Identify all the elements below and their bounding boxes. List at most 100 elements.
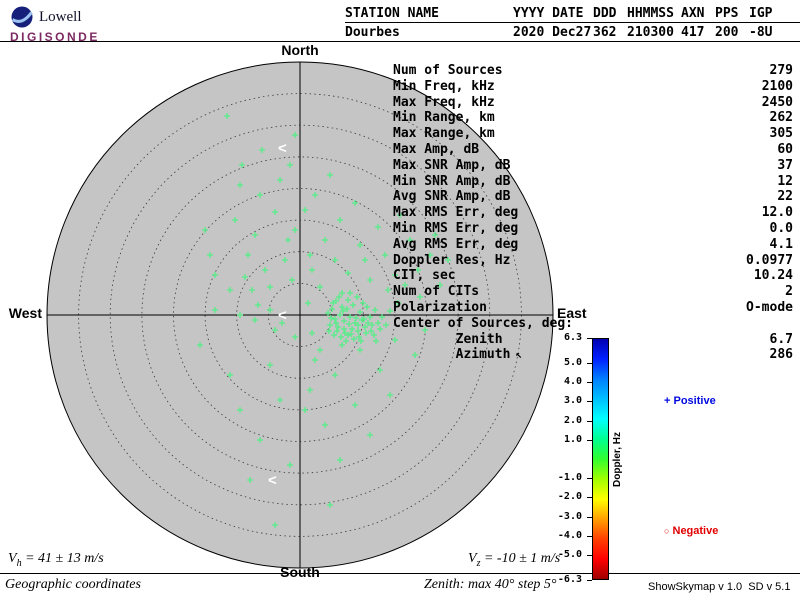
header-col-value: 200 (715, 25, 739, 40)
stat-label: Max RMS Err, deg (393, 205, 519, 221)
circle-icon: ○ (664, 526, 670, 536)
stat-label: CIT, sec (393, 268, 456, 284)
stat-value: 2 (785, 284, 793, 300)
stat-row: Min SNR Amp, dB 12 (393, 174, 793, 190)
header-col-label: AXN (681, 6, 705, 21)
stat-value: 305 (769, 126, 793, 142)
header-col-value: 2020 Dec27 (513, 25, 592, 40)
drift-arrow-icon: < (278, 307, 287, 324)
header-values-row: Dourbes 2020 Dec27 362 210300 417 200 -8… (345, 23, 800, 40)
echo-source-marker-path (197, 113, 451, 528)
header-col-label: PPS (715, 6, 739, 21)
software-version: ShowSkymap v 1.0 SD v 5.1 (648, 581, 791, 593)
logo-name: Lowell (39, 8, 82, 25)
stat-label: Min Range, km (393, 110, 495, 126)
colorbar-tick-label: 6.3 (563, 332, 582, 343)
colorbar-tick-label: 3.0 (563, 395, 582, 407)
colorbar-tick-label: -1.0 (557, 472, 582, 484)
stat-value: 0.0977 (746, 252, 793, 268)
skymap-plot: < < < (46, 61, 554, 569)
stat-value: 10.24 (753, 268, 793, 284)
stat-row: Min Range, km 262 (393, 110, 793, 126)
colorbar-tick-mark (587, 420, 592, 422)
stat-label: Avg SNR Amp, dB (393, 189, 511, 205)
colorbar-tick-mark (587, 439, 592, 441)
label-north: North (281, 42, 319, 58)
footer-divider (0, 573, 800, 574)
colorbar-tick-label: -3.0 (557, 510, 582, 522)
legend-negative: ○ Negative (664, 525, 718, 537)
colorbar-tick-label: 2.0 (563, 414, 582, 426)
legend-negative-label: Negative (672, 525, 719, 537)
stat-row: Max RMS Err, deg 12.0 (393, 205, 793, 221)
stat-row: CIT, sec 10.24 (393, 268, 793, 284)
header-col-value: -8U (749, 25, 773, 40)
stat-label: Polarization (393, 299, 487, 315)
stat-row: Max SNR Amp, dB 37 (393, 158, 793, 174)
stats-panel: Num of Sources 279 Min Freq, kHz 2100 Max Fr… (393, 63, 793, 363)
stat-label: Min RMS Err, deg (393, 220, 519, 236)
stat-value: 2450 (761, 94, 793, 110)
stat-value: 262 (769, 110, 793, 126)
header-col-value: 362 (593, 25, 617, 40)
stat-label: Azimuth ↖ (393, 347, 523, 363)
colorbar-tick-label: -5.0 (557, 549, 582, 561)
stat-value: 37 (777, 157, 793, 173)
colorbar-tick-mark (587, 382, 592, 384)
header-col-label: DDD (593, 6, 617, 21)
stat-row: Avg RMS Err, deg 4.1 (393, 237, 793, 253)
colorbar-tick-mark (587, 535, 592, 537)
stat-label: Avg RMS Err, deg (393, 236, 519, 252)
logo-product: DIGISONDE (10, 30, 100, 44)
vertical-velocity: Vz = -10 ± 1 m/s (468, 551, 561, 569)
stat-row: Num of Sources 279 (393, 63, 793, 79)
stat-row: Zenith 6.7 (393, 332, 793, 348)
colorbar-tick-label: -6.3 (557, 574, 582, 585)
drift-arrow-icon: < (278, 140, 287, 157)
stat-label: Num of CITs (393, 284, 480, 300)
stat-row: Doppler Res, Hz 0.0977 (393, 253, 793, 269)
stat-row: Max Range, km 305 (393, 126, 793, 142)
stat-value: 12 (777, 173, 793, 189)
colorbar-tick-mark (587, 478, 592, 480)
header-station-label: STATION NAME (345, 6, 439, 21)
stat-value: 4.1 (769, 236, 793, 252)
stat-row: Max Amp, dB 60 (393, 142, 793, 158)
colorbar-tick-mark (587, 338, 592, 339)
header-col-label: HHMMSS (627, 6, 674, 21)
colorbar-tick-label: -4.0 (557, 529, 582, 541)
header: STATION NAME YYYY DATE DDD HHMMSS AXN PP… (345, 6, 800, 40)
stat-row: Polarization O-mode (393, 300, 793, 316)
header-col-label: YYYY DATE (513, 6, 584, 21)
stat-value: 0.0 (769, 220, 793, 236)
stat-label: Min Freq, kHz (393, 78, 495, 94)
colorbar-tick-mark (587, 401, 592, 403)
stat-label: Max SNR Amp, dB (393, 157, 511, 173)
colorbar-tick-mark (587, 580, 592, 581)
stat-value: 286 (769, 347, 793, 363)
colorbar-title: Doppler, Hz (612, 431, 623, 487)
zenith-settings-label: Zenith: max 40° step 5° (424, 577, 557, 592)
plus-icon: + (664, 395, 671, 407)
colorbar-ticks: 6.3 5.0 4.0 3.0 2.0 1.0 -1.0 -2.0 -3.0 -4.0 -5.0 -6… (548, 332, 592, 585)
stat-value: 279 (769, 63, 793, 78)
stat-label: Center of Sources, deg: (393, 315, 574, 331)
colorbar-tick-label: 1.0 (563, 433, 582, 445)
stat-value: 6.7 (769, 331, 793, 347)
stat-value: 12.0 (761, 205, 793, 221)
stat-value: O-mode (746, 299, 793, 315)
lowell-digisonde-logo: Lowell DIGISONDE (10, 5, 100, 44)
header-labels-row: STATION NAME YYYY DATE DDD HHMMSS AXN PP… (345, 6, 800, 23)
stat-label: Max Amp, dB (393, 141, 480, 157)
drift-direction-arrows: < < < (268, 140, 287, 489)
azimuth-direction-icon: ↖ (515, 348, 523, 362)
horizontal-velocity: Vh = 41 ± 13 m/s (8, 551, 104, 569)
drift-arrow-icon: < (268, 472, 277, 489)
lowell-globe-icon (11, 6, 33, 28)
legend-positive: + Positive (664, 395, 716, 407)
header-divider (0, 41, 800, 42)
colorbar-tick-mark (587, 497, 592, 499)
legend-positive-label: Positive (673, 395, 716, 407)
stat-row: Min RMS Err, deg 0.0 (393, 221, 793, 237)
stat-row: Num of CITs 2 (393, 284, 793, 300)
